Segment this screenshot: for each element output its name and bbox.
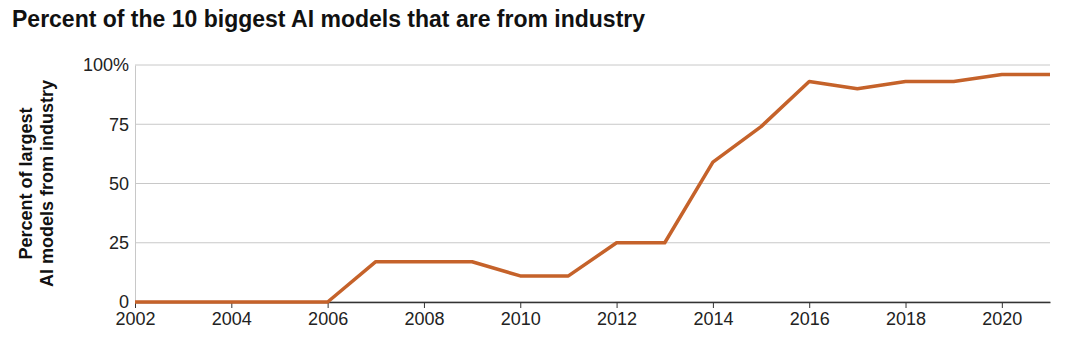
x-tick: 2020 [982,302,1022,329]
x-tick: 2012 [597,302,637,329]
x-tick-mark [520,302,521,308]
y-axis-title-line: Percent of largest [16,107,36,259]
grid-line [135,65,1050,66]
x-tick-mark [713,302,714,308]
x-tick-label: 2014 [693,309,733,329]
x-tick-mark [617,302,618,308]
series [135,74,1050,302]
x-tick-label: 2020 [982,309,1022,329]
y-tick-label: 100% [83,55,129,75]
x-tick-label: 2008 [404,309,444,329]
y-tick-label: 75 [109,115,129,135]
x-tick-mark [424,302,425,308]
x-tick-label: 2006 [308,309,348,329]
x-tick-label: 2012 [597,309,637,329]
y-tick-label: 50 [109,174,129,194]
y-tick: 100% [83,55,135,75]
x-tick: 2014 [693,302,733,329]
x-tick-mark [906,302,907,308]
y-tick: 75 [109,115,135,135]
plot: 0255075100%20022004200620082010201220142… [83,55,1051,329]
grid-line [135,242,1050,243]
x-tick-label: 2002 [115,309,155,329]
x-tick: 2016 [790,302,830,329]
y-axis-line [135,66,136,303]
grid [135,65,1050,302]
y-axis: 0255075100% [83,55,136,312]
y-tick: 50 [109,174,135,194]
y-tick-label: 25 [109,233,129,253]
chart: Percent of the 10 biggest AI models that… [0,0,1080,356]
x-tick-label: 2004 [212,309,252,329]
x-axis: 2002 2004 2006 2008 2010 2012 2014 2016 2018 2020 [115,302,1050,329]
x-tick: 2008 [404,302,444,329]
x-tick: 2018 [886,302,926,329]
x-tick: 2010 [501,302,541,329]
x-tick-mark [809,302,810,308]
x-tick-label: 2010 [501,309,541,329]
line [135,74,1050,302]
y-tick: 25 [109,233,135,253]
x-tick: 2006 [308,302,348,329]
grid-line [135,124,1050,125]
grid-line [135,183,1050,184]
x-tick-label: 2018 [886,309,926,329]
title: Percent of the 10 biggest AI models that… [12,6,645,32]
x-tick-mark [1002,302,1003,308]
x-tick: 2004 [212,302,252,329]
y-axis-title-line: AI models from industry [37,80,57,287]
x-tick: 2002 [115,302,155,329]
x-tick-label: 2016 [790,309,830,329]
y-axis-title: Percent of largestAI models from industr… [16,80,57,287]
